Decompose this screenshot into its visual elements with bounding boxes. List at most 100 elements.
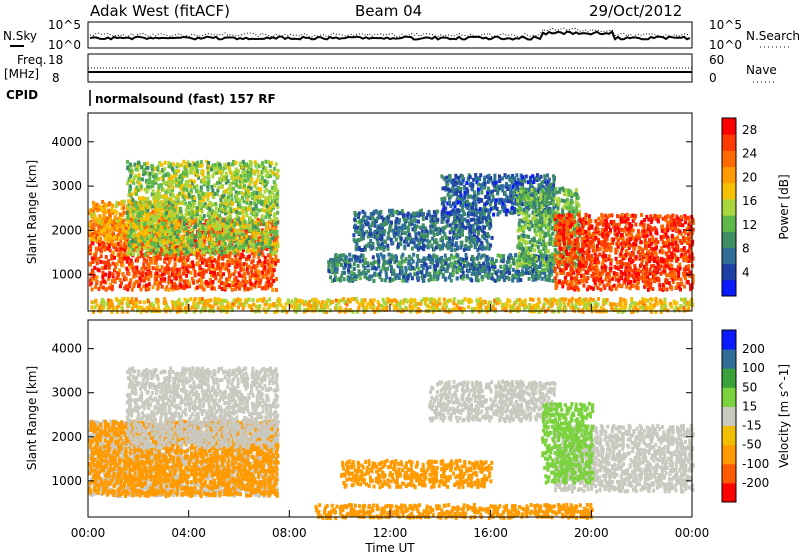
power-cell [97,246,101,251]
power-cell [427,209,431,214]
power-cell [543,202,547,207]
power-cell [219,274,223,279]
power-cell [196,285,200,290]
power-cell [96,233,100,238]
power-cell [238,230,242,235]
power-cell [531,191,535,196]
power-cell [382,254,386,259]
power-cell [404,271,408,276]
power-cell [493,278,497,283]
power-cell [234,244,238,248]
power-cell [92,226,96,231]
power-cell [99,229,103,234]
power-cell [238,220,242,224]
power-cell [456,245,460,250]
power-cell [250,251,254,256]
power-cell [145,230,149,235]
power-cell [93,231,97,235]
power-cell [179,212,183,216]
power-cell [197,189,201,194]
power-cell [268,206,272,211]
power-cell [423,261,426,266]
power-cell [245,245,249,250]
power-cell [179,277,183,282]
power-cell [259,238,263,243]
power-cell [190,170,194,175]
power-cell [174,283,178,288]
power-cell [260,230,264,235]
power-cell [153,248,157,252]
power-cell [193,196,197,200]
power-cell [233,222,236,227]
power-cell [227,263,231,268]
power-cell [154,260,158,265]
power-cell [400,209,404,214]
power-cell [119,212,122,217]
power-cell [215,239,219,244]
power-cell [221,184,225,189]
power-cell [369,231,373,236]
power-cell [508,264,512,269]
power-heatmap [88,159,695,315]
power-cell [142,278,146,283]
power-cell [177,222,180,227]
power-cell [204,279,208,284]
power-cell [549,182,552,187]
power-cell [234,167,238,172]
power-cell [466,219,470,224]
power-cell [173,249,177,254]
power-cell [261,270,265,275]
power-cell [417,266,421,271]
power-cell [506,275,510,280]
power-cell [547,177,551,182]
power-cell [121,229,124,234]
power-cell [212,217,216,222]
power-cell [104,226,108,231]
power-cell [339,257,343,262]
power-cell [427,253,431,258]
power-cell [343,262,347,267]
power-cell [130,192,134,197]
power-cell [269,246,273,251]
power-cell [548,278,552,283]
power-cell [245,262,248,267]
power-cell [236,230,239,235]
power-cell [167,206,171,211]
power-cell [207,174,211,179]
power-cell [175,226,179,231]
power-cell [124,230,128,235]
power-cell [180,234,184,239]
power-cell [445,223,449,228]
power-cell [165,203,169,208]
power-cell [100,240,104,245]
power-cell [170,279,174,284]
power-cell [92,206,96,211]
power-cell [214,202,218,206]
power-cell [141,210,145,215]
power-cell [265,170,269,175]
power-cell [245,162,248,167]
power-cell [154,218,158,223]
power-cell [460,240,464,245]
power-cell [133,230,137,235]
power-cell [209,252,213,257]
power-cell [232,272,236,277]
power-cell [263,208,266,213]
power-cell [423,233,426,238]
power-cell [440,174,444,179]
power-cell [265,227,269,232]
power-cell [185,273,189,278]
power-cell [131,216,135,221]
power-cell [173,262,177,267]
power-cell [499,264,503,269]
power-cell [234,276,238,280]
power-cell [200,179,203,184]
power-cell [546,249,550,254]
power-cell [143,210,147,215]
power-cell [224,208,228,213]
power-cell [224,171,228,176]
power-cell [263,179,267,184]
power-cell [252,169,256,174]
power-cell [221,218,225,223]
power-cell [136,167,140,172]
